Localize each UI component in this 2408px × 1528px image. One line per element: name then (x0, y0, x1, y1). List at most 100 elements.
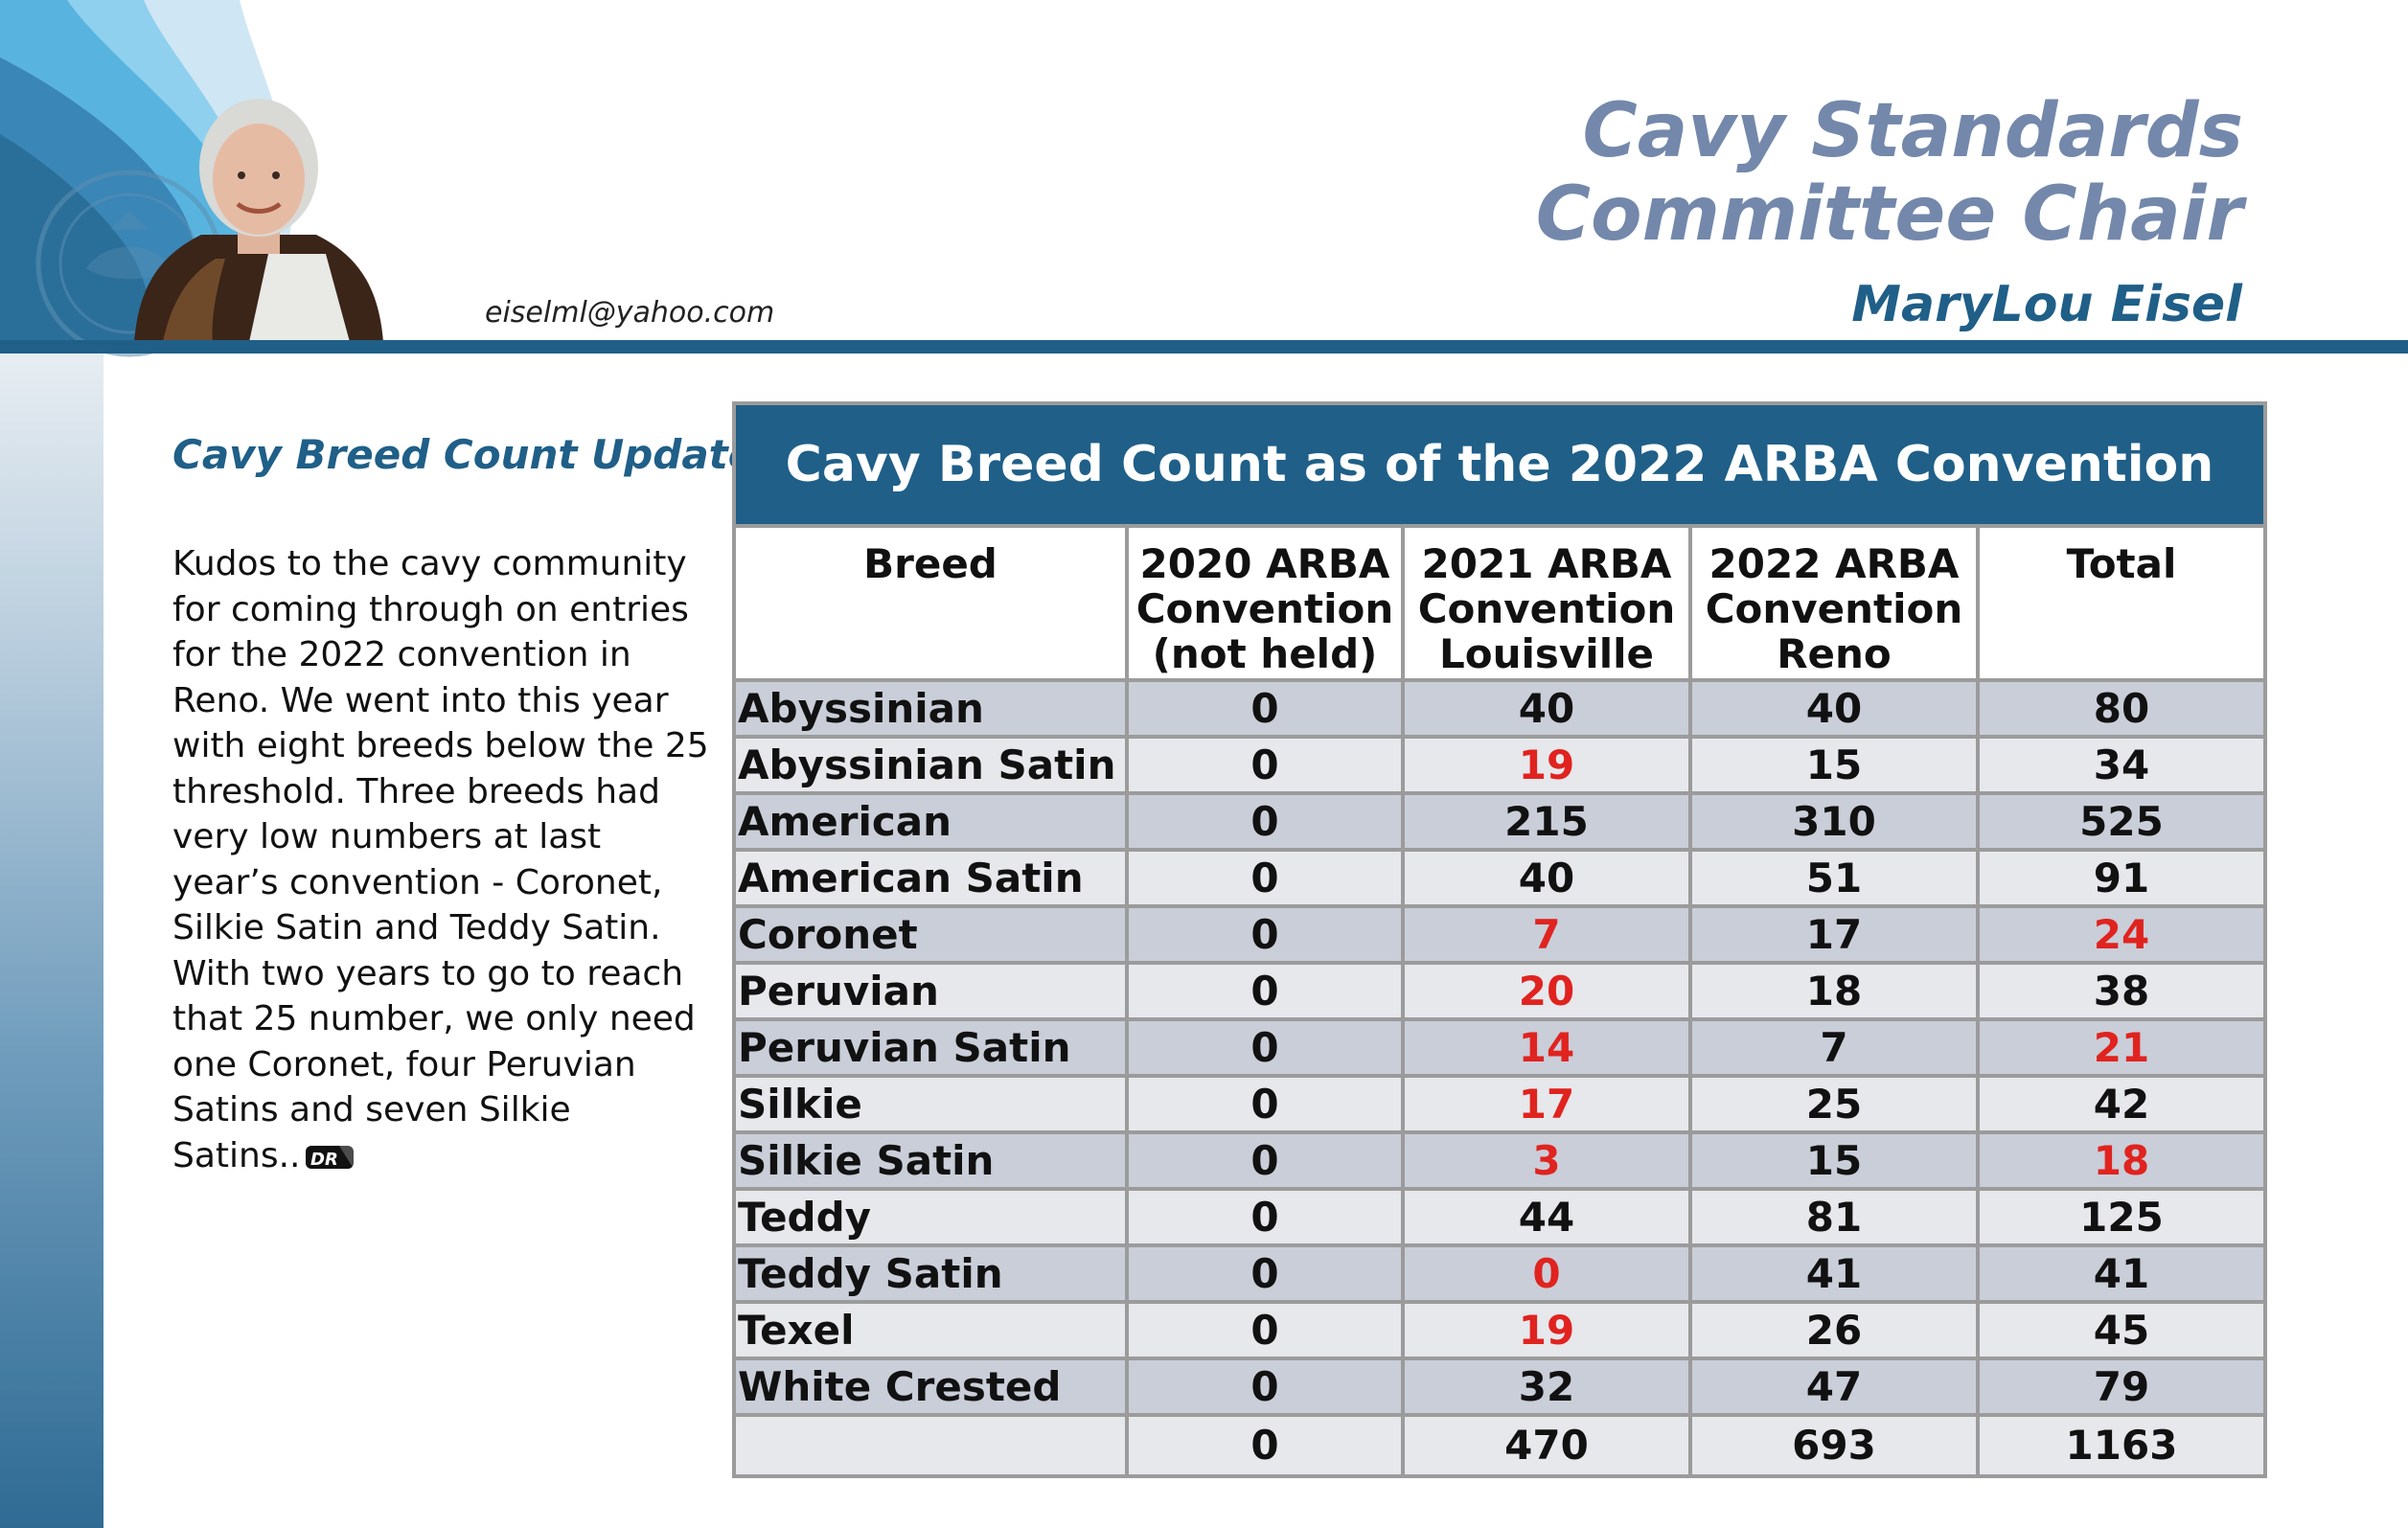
count-2022-cell: 51 (1688, 848, 1980, 908)
table-body: Abyssinian 0 40 40 80 Abyssinian Satin 0 19 15 34… (732, 678, 2267, 1478)
count-2021-cell: 215 (1401, 791, 1692, 852)
breed-count-table: Cavy Breed Count as of the 2022 ARBA Con… (732, 401, 2267, 1478)
page-title-line-1: Cavy Standards (1582, 88, 2243, 174)
dr-end-mark-icon: DR (305, 1145, 354, 1170)
count-2022-cell: 15 (1688, 735, 1980, 795)
breed-cell: Teddy (732, 1187, 1129, 1247)
breed-cell: Peruvian Satin (732, 1017, 1129, 1078)
count-2021-cell: 7 (1401, 904, 1692, 965)
column-header-total: Total (1976, 524, 2267, 682)
table-total-row: 0 470 693 1163 (732, 1413, 2267, 1478)
count-2021-cell: 19 (1401, 1300, 1692, 1360)
total-cell: 18 (1976, 1130, 2267, 1191)
count-2022-cell: 40 (1688, 678, 1980, 739)
breed-cell: American Satin (732, 848, 1129, 908)
table-row: Silkie Satin 0 3 15 18 (732, 1130, 2267, 1191)
column-header-2020: 2020 ARBA Convention (not held) (1125, 524, 1405, 682)
column-header-breed: Breed (732, 524, 1129, 682)
count-2022-cell: 18 (1688, 961, 1980, 1021)
breed-cell: American (732, 791, 1129, 852)
count-2021-cell: 0 (1401, 1243, 1692, 1304)
total-cell: 42 (1976, 1074, 2267, 1134)
breed-cell: Abyssinian (732, 678, 1129, 739)
author-name: MaryLou Eisel (1851, 276, 2242, 333)
column-header-2021: 2021 ARBA Convention Louisville (1401, 524, 1692, 682)
count-2020-cell: 0 (1125, 904, 1405, 965)
breed-cell: White Crested (732, 1357, 1129, 1417)
count-2022-cell: 41 (1688, 1243, 1980, 1304)
count-2022-cell: 26 (1688, 1300, 1980, 1360)
table-row: Texel 0 19 26 45 (732, 1300, 2267, 1360)
count-2020-cell: 0 (1125, 678, 1405, 739)
count-2021-cell: 20 (1401, 961, 1692, 1021)
table-row: American 0 215 310 525 (732, 791, 2267, 852)
breed-cell: Peruvian (732, 961, 1129, 1021)
count-2021-cell: 470 (1401, 1413, 1692, 1478)
count-2021-cell: 40 (1401, 678, 1692, 739)
table-row: Teddy 0 44 81 125 (732, 1187, 2267, 1247)
total-cell: 41 (1976, 1243, 2267, 1304)
total-cell: 79 (1976, 1357, 2267, 1417)
count-2022-cell: 17 (1688, 904, 1980, 965)
total-cell: 45 (1976, 1300, 2267, 1360)
left-gradient-strip (0, 353, 103, 1528)
article-body: Kudos to the cavy community for coming t… (172, 541, 709, 1178)
table-row: Teddy Satin 0 0 41 41 (732, 1243, 2267, 1304)
count-2020-cell: 0 (1125, 1357, 1405, 1417)
count-2020-cell: 0 (1125, 735, 1405, 795)
table-row: White Crested 0 32 47 79 (732, 1357, 2267, 1417)
count-2021-cell: 19 (1401, 735, 1692, 795)
count-2022-cell: 310 (1688, 791, 1980, 852)
table-row: Peruvian 0 20 18 38 (732, 961, 2267, 1021)
total-cell: 125 (1976, 1187, 2267, 1247)
breed-cell: Texel (732, 1300, 1129, 1360)
count-2020-cell: 0 (1125, 961, 1405, 1021)
breed-cell: Coronet (732, 904, 1129, 965)
count-2021-cell: 17 (1401, 1074, 1692, 1134)
article-text: Kudos to the cavy community for coming t… (172, 544, 709, 1175)
count-2021-cell: 14 (1401, 1017, 1692, 1078)
count-2022-cell: 693 (1688, 1413, 1980, 1478)
count-2020-cell: 0 (1125, 1130, 1405, 1191)
page-title-line-2: Committee Chair (1535, 171, 2243, 258)
count-2020-cell: 0 (1125, 1243, 1405, 1304)
count-2020-cell: 0 (1125, 1300, 1405, 1360)
table-row: Abyssinian 0 40 40 80 (732, 678, 2267, 739)
count-2022-cell: 15 (1688, 1130, 1980, 1191)
count-2020-cell: 0 (1125, 1413, 1405, 1478)
header-divider (0, 340, 2408, 353)
count-2020-cell: 0 (1125, 848, 1405, 908)
table-row: Peruvian Satin 0 14 7 21 (732, 1017, 2267, 1078)
table-title: Cavy Breed Count as of the 2022 ARBA Con… (732, 401, 2267, 528)
author-portrait (134, 99, 383, 342)
article-heading: Cavy Breed Count Update (172, 431, 756, 478)
total-cell: 34 (1976, 735, 2267, 795)
count-2022-cell: 25 (1688, 1074, 1980, 1134)
total-cell: 38 (1976, 961, 2267, 1021)
total-cell: 24 (1976, 904, 2267, 965)
author-email[interactable]: eiselml@yahoo.com (485, 296, 775, 330)
total-cell: 91 (1976, 848, 2267, 908)
table-row: Abyssinian Satin 0 19 15 34 (732, 735, 2267, 795)
svg-text:DR: DR (310, 1150, 338, 1170)
count-2020-cell: 0 (1125, 1074, 1405, 1134)
count-2022-cell: 7 (1688, 1017, 1980, 1078)
column-header-2022: 2022 ARBA Convention Reno (1688, 524, 1980, 682)
total-cell: 1163 (1976, 1413, 2267, 1478)
breed-cell: Silkie (732, 1074, 1129, 1134)
count-2020-cell: 0 (1125, 1187, 1405, 1247)
count-2022-cell: 81 (1688, 1187, 1980, 1247)
count-2021-cell: 44 (1401, 1187, 1692, 1247)
table-row: Silkie 0 17 25 42 (732, 1074, 2267, 1134)
breed-cell (732, 1413, 1129, 1478)
breed-cell: Abyssinian Satin (732, 735, 1129, 795)
breed-cell: Silkie Satin (732, 1130, 1129, 1191)
table-row: American Satin 0 40 51 91 (732, 848, 2267, 908)
total-cell: 525 (1976, 791, 2267, 852)
count-2021-cell: 3 (1401, 1130, 1692, 1191)
count-2022-cell: 47 (1688, 1357, 1980, 1417)
count-2021-cell: 32 (1401, 1357, 1692, 1417)
count-2020-cell: 0 (1125, 791, 1405, 852)
table-row: Coronet 0 7 17 24 (732, 904, 2267, 965)
